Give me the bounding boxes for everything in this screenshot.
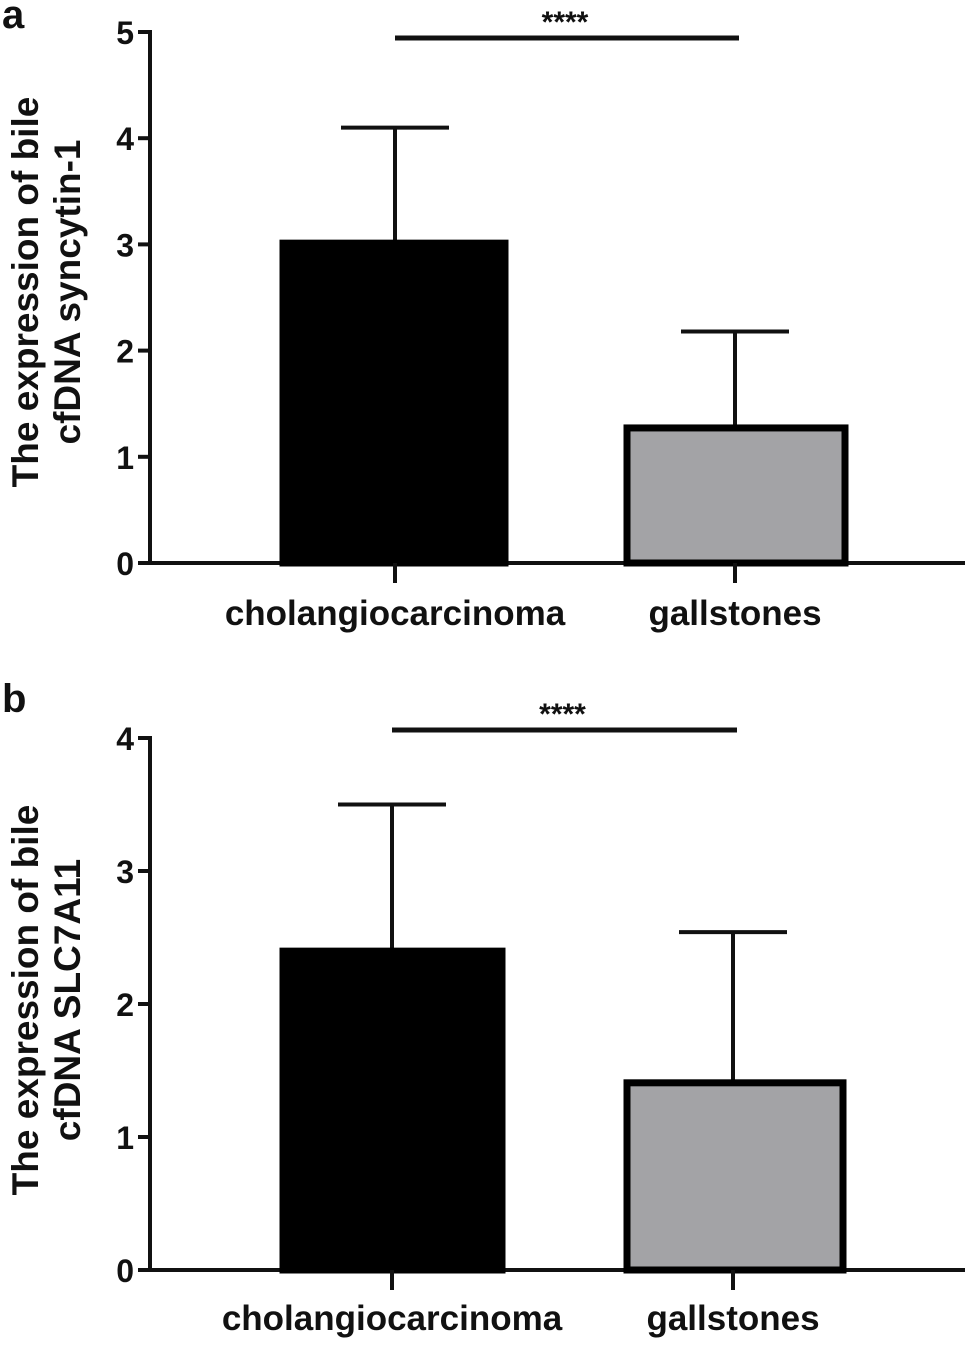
significance-label: **** [539,698,586,731]
bar-gallstones [623,1079,847,1274]
y-tick-label: 1 [116,440,134,476]
y-tick-label: 0 [116,1253,134,1289]
bar-cholangiocarcinoma [279,239,509,567]
y-tick-label: 0 [116,546,134,582]
chart-panel-a: a The expression of bile cfDNA syncytin-1 0… [2,0,965,633]
chart-panel-b: b The expression of bile cfDNA SLC7A11 0 1 2 3… [2,677,965,1338]
x-tick-label: gallstones [646,1299,819,1338]
y-axis-label: cfDNA SLC7A11 [47,859,88,1141]
bar-cholangiocarcinoma [279,947,506,1274]
significance-label: **** [542,6,589,39]
panel-label: a [2,0,25,37]
y-tick-label: 3 [116,227,134,263]
y-tick-label: 5 [116,15,134,51]
y-axis-label: cfDNA syncytin-1 [47,140,88,445]
y-tick-label: 4 [116,121,134,157]
x-tick-label: cholangiocarcinoma [222,1299,563,1338]
y-tick-label: 4 [116,721,134,757]
y-axis-label: The expression of bile [5,805,46,1196]
y-tick-label: 2 [116,334,134,370]
x-tick-label: cholangiocarcinoma [225,594,566,633]
panel-label: b [2,677,26,721]
y-tick-label: 2 [116,987,134,1023]
y-axis-label: The expression of bile [5,97,46,488]
y-tick-label: 1 [116,1120,134,1156]
y-tick-label: 3 [116,854,134,890]
x-tick-label: gallstones [648,594,821,633]
bar-gallstones [623,424,849,567]
